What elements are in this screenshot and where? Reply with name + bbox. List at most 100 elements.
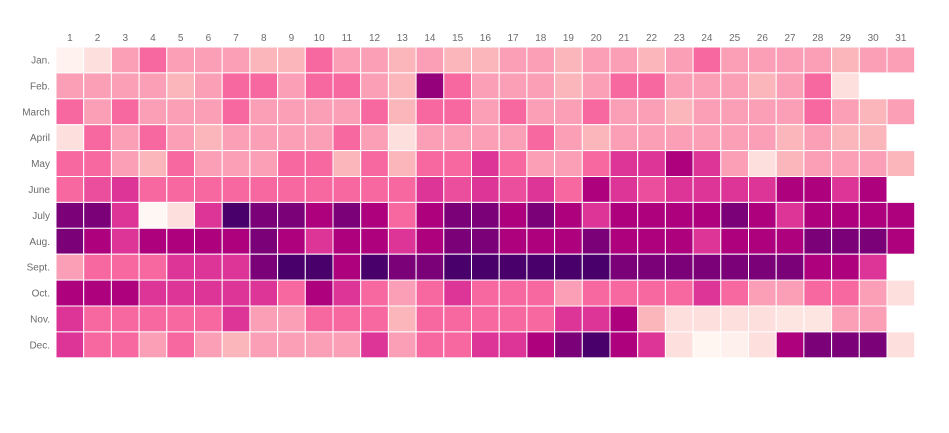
heatmap-cell-m8-d26: [748, 227, 777, 255]
heatmap-cell-m1-d17: [498, 46, 528, 74]
heatmap-cell-m12-d25: [720, 331, 749, 359]
heatmap-cell-m10-d18: [526, 279, 556, 307]
x-tick-label-15: 15: [452, 33, 464, 44]
heatmap-cell-m7-d8: [249, 201, 279, 229]
heatmap-cell-m4-d13: [387, 124, 417, 152]
heatmap-cell-m11-d4: [138, 305, 168, 333]
heatmap-cell-m5-d23: [664, 150, 694, 178]
heatmap-cell-m3-d12: [360, 98, 389, 126]
x-tick-label-5: 5: [178, 33, 184, 44]
x-tick-label-30: 30: [868, 33, 880, 44]
heatmap-cell-m7-d2: [83, 201, 112, 229]
heatmap-cell-m9-d26: [748, 253, 777, 281]
heatmap-cell-m10-d6: [194, 279, 223, 307]
heatmap-cell-m8-d3: [110, 227, 140, 255]
heatmap-cell-m6-d8: [249, 176, 279, 203]
heatmap-cell-m8-d9: [277, 227, 306, 255]
x-tick-label-4: 4: [150, 33, 156, 44]
heatmap-cell-m5-d16: [471, 150, 500, 178]
heatmap-cell-m7-d3: [110, 201, 140, 229]
y-tick-label-4: April: [30, 133, 50, 144]
x-tick-label-16: 16: [480, 33, 492, 44]
x-tick-label-22: 22: [646, 33, 658, 44]
heatmap-cell-m10-d30: [858, 279, 888, 307]
heatmap-cell-m7-d15: [443, 201, 472, 229]
heatmap-cell-m12-d19: [554, 331, 583, 359]
heatmap-cell-m10-d1: [55, 279, 85, 307]
heatmap-cell-m9-d3: [110, 253, 140, 281]
x-tick-label-14: 14: [424, 33, 436, 44]
heatmap-cell-m12-d2: [83, 331, 112, 359]
heatmap-cell-m3-d3: [110, 98, 140, 126]
heatmap-cell-m2-d5: [166, 72, 196, 100]
heatmap-cell-m11-d1: [55, 305, 85, 333]
heatmap-cell-m1-d10: [304, 46, 334, 74]
heatmap-cell-m2-d2: [83, 72, 112, 100]
heatmap-cell-m11-d16: [471, 305, 500, 333]
heatmap-cell-m2-d19: [554, 72, 583, 100]
heatmap-cell-m9-d24: [692, 253, 722, 281]
heatmap-cell-m2-d1: [55, 72, 85, 100]
x-tick-label-31: 31: [895, 33, 907, 44]
x-tick-label-23: 23: [674, 33, 686, 44]
heatmap-cell-m3-d26: [748, 98, 777, 126]
heatmap-cell-m3-d6: [194, 98, 223, 126]
heatmap-cell-m6-d17: [498, 176, 528, 203]
heatmap-cell-m3-d16: [471, 98, 500, 126]
heatmap-cell-m11-d5: [166, 305, 196, 333]
heatmap-cell-m3-d19: [554, 98, 583, 126]
heatmap-cell-m6-d14: [415, 176, 445, 203]
heatmap-cell-m8-d1: [55, 227, 85, 255]
heatmap-cell-m6-d26: [748, 176, 777, 203]
heatmap-cell-m11-d12: [360, 305, 389, 333]
heatmap-cell-m9-d1: [55, 253, 85, 281]
y-tick-label-6: June: [28, 185, 50, 196]
heatmap-cell-m7-d7: [221, 201, 251, 229]
heatmap-cell-m12-d1: [55, 331, 85, 359]
heatmap-cell-m2-d27: [775, 72, 805, 100]
heatmap-cell-m5-d7: [221, 150, 251, 178]
heatmap-cell-m1-d19: [554, 46, 583, 74]
heatmap-cell-m7-d30: [858, 201, 888, 229]
x-tick-label-3: 3: [122, 33, 128, 44]
heatmap-cell-m2-d25: [720, 72, 749, 100]
heatmap-cell-m2-d14: [415, 72, 445, 100]
heatmap-cell-m11-d7: [221, 305, 251, 333]
heatmap-cell-m9-d18: [526, 253, 556, 281]
heatmap-cell-m9-d5: [166, 253, 196, 281]
heatmap-cell-m4-d30: [858, 124, 888, 152]
heatmap-cell-m3-d2: [83, 98, 112, 126]
heatmap-cell-m10-d8: [249, 279, 279, 307]
heatmap-cell-m10-d9: [277, 279, 306, 307]
y-tick-label-3: March: [22, 107, 50, 118]
heatmap-cell-m1-d1: [55, 46, 85, 74]
heatmap-cell-m1-d22: [637, 46, 666, 74]
heatmap-cell-m1-d13: [387, 46, 417, 74]
heatmap-cell-m2-d3: [110, 72, 140, 100]
heatmap-cell-m11-d8: [249, 305, 279, 333]
heatmap-cell-m12-d23: [664, 331, 694, 359]
heatmap-cell-m8-d10: [304, 227, 334, 255]
heatmap-cell-m6-d13: [387, 176, 417, 203]
heatmap-cell-m12-d6: [194, 331, 223, 359]
heatmap-cell-m4-d2: [83, 124, 112, 152]
heatmap-cell-m9-d30: [858, 253, 888, 281]
x-tick-label-7: 7: [233, 33, 239, 44]
heatmap-cell-m11-d15: [443, 305, 472, 333]
heatmap-cell-m10-d5: [166, 279, 196, 307]
heatmap-cell-m8-d18: [526, 227, 556, 255]
heatmap-cell-m4-d21: [609, 124, 639, 152]
heatmap-cell-m10-d13: [387, 279, 417, 307]
heatmap-cell-m7-d16: [471, 201, 500, 229]
heatmap-cell-m6-d30: [858, 176, 888, 203]
heatmap-cell-m7-d17: [498, 201, 528, 229]
heatmap-cell-m8-d19: [554, 227, 583, 255]
heatmap-cell-m12-d22: [637, 331, 666, 359]
heatmap-cell-m6-d3: [110, 176, 140, 203]
heatmap-cell-m10-d27: [775, 279, 805, 307]
heatmap-cell-m6-d21: [609, 176, 639, 203]
heatmap-cell-m9-d25: [720, 253, 749, 281]
heatmap-cell-m6-d15: [443, 176, 472, 203]
heatmap-cell-m5-d13: [387, 150, 417, 178]
heatmap-cell-m5-d12: [360, 150, 389, 178]
